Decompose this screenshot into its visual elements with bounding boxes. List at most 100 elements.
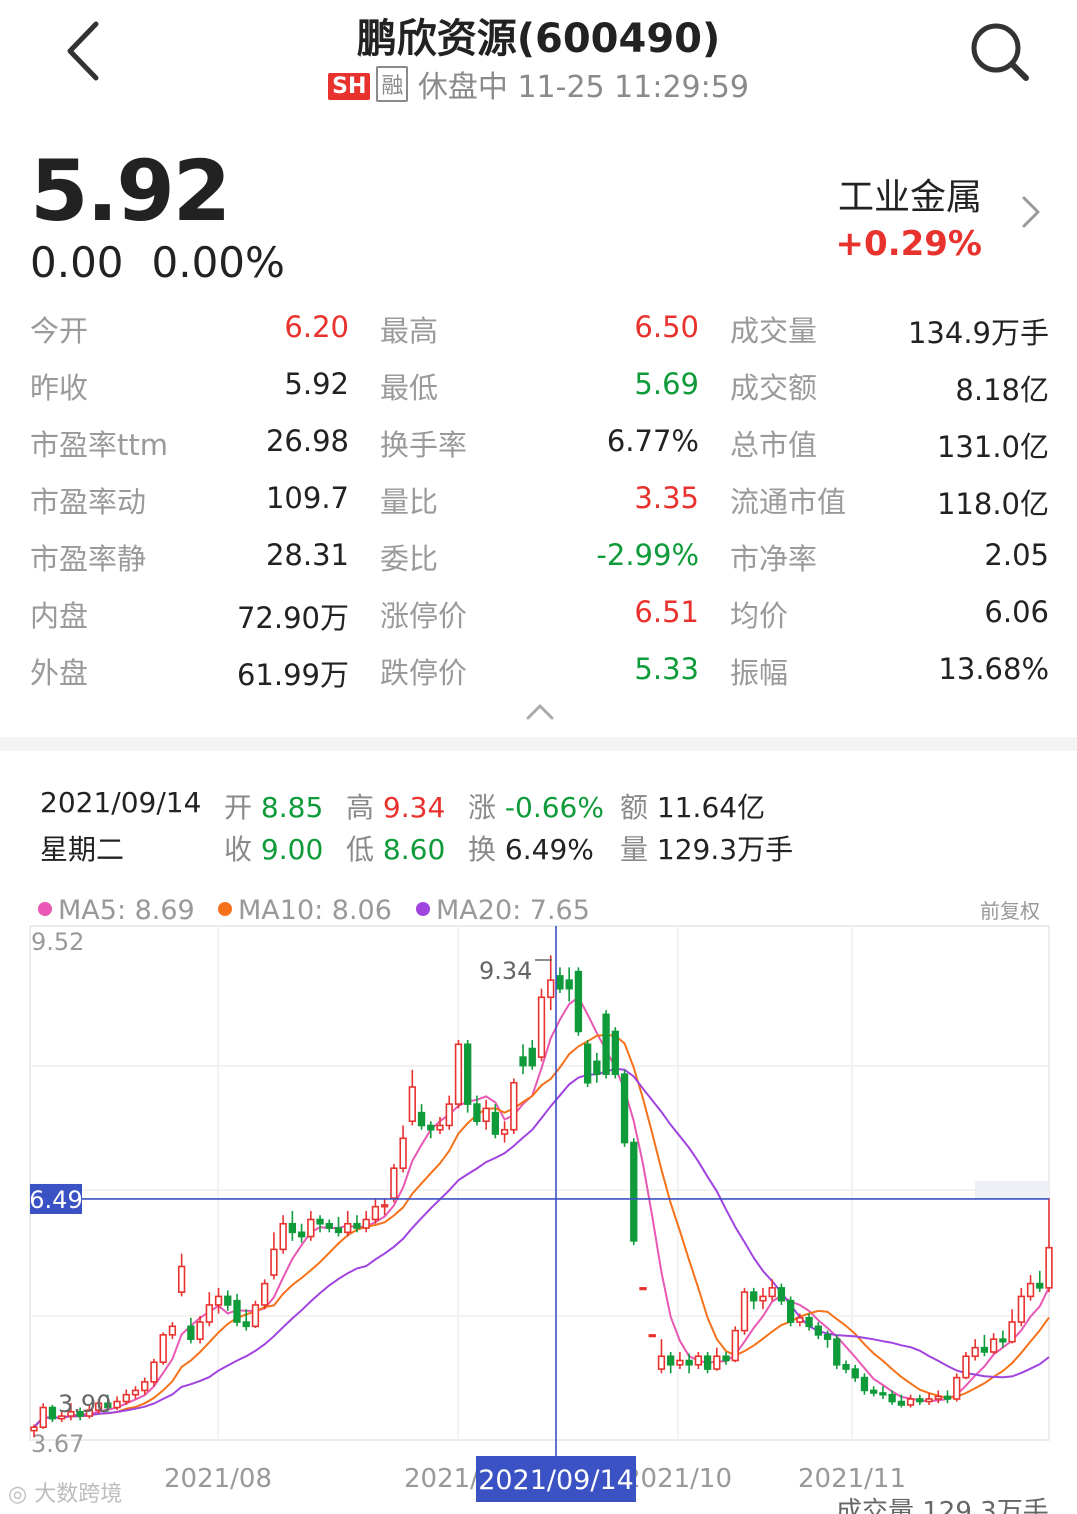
stat-value: 5.69 <box>634 367 699 401</box>
stat-label: 今开 <box>30 314 89 348</box>
candle-body <box>334 1227 343 1234</box>
candle-body <box>436 1124 444 1131</box>
candle-body <box>325 1222 333 1229</box>
legend-dot <box>416 902 430 916</box>
candle-body <box>750 1291 758 1302</box>
stat-value: -2.99% <box>596 538 699 572</box>
candle-body <box>427 1124 435 1131</box>
candle-body <box>353 1222 361 1229</box>
candle-body <box>657 1355 666 1370</box>
watermark: ◎ 大数跨境 <box>8 1482 123 1507</box>
x-tick-label: 2021/08 <box>164 1464 272 1494</box>
stat-value: 5.33 <box>634 652 699 686</box>
legend-dot <box>218 902 232 916</box>
candle-body <box>565 979 573 990</box>
candle-body <box>279 1222 287 1251</box>
stat-label: 委比 <box>380 542 439 576</box>
crosshair-price-box <box>30 1183 82 1214</box>
candle-body <box>833 1338 841 1366</box>
kline-weekday: 星期二 <box>40 833 125 866</box>
candle-body <box>971 1346 979 1358</box>
candle-body <box>860 1376 869 1392</box>
candle-body <box>777 1287 786 1302</box>
candle-body <box>805 1316 813 1328</box>
kline-turnover: 换 6.49% <box>468 833 594 866</box>
candle-body <box>999 1338 1007 1343</box>
candle-body <box>316 1218 324 1225</box>
section-divider <box>0 737 1077 751</box>
candle-body <box>989 1338 998 1353</box>
crosshair-shade <box>975 1180 1049 1199</box>
candle-body <box>667 1355 675 1366</box>
kline-chart[interactable]: MA5: 8.69 MA10: 8.06 MA20: 7.65 前复权 9.52 3.67… <box>0 890 1077 1514</box>
candle-body <box>307 1218 315 1238</box>
kline-close: 收 9.00 <box>224 833 324 866</box>
stat-value: 72.90万 <box>236 601 349 635</box>
crosshair-date-box <box>476 1456 636 1502</box>
candle-body <box>639 1287 647 1291</box>
candle-body <box>528 1047 536 1067</box>
candle-body <box>703 1355 712 1370</box>
ma10-line <box>33 1033 1050 1428</box>
candle-body <box>48 1406 57 1420</box>
stat-label: 外盘 <box>30 656 89 690</box>
candle-body <box>464 1043 472 1105</box>
sector-link[interactable]: 工业金属 +0.29% <box>836 168 982 264</box>
candle-body <box>261 1282 269 1306</box>
stat-label: 内盘 <box>30 599 89 633</box>
candle-body <box>67 1410 75 1417</box>
candle-body <box>925 1398 933 1403</box>
legend-label: MA10: 8.06 <box>238 895 392 926</box>
candle-body <box>224 1295 232 1306</box>
sector-change: +0.29% <box>835 224 982 264</box>
candle-body <box>362 1218 370 1229</box>
candle-body <box>740 1291 749 1332</box>
ma20-line <box>33 1067 1050 1428</box>
trading-status: 休盘中 11-25 11:29:59 <box>417 70 749 105</box>
candle-body <box>630 1141 638 1242</box>
stat-value: 61.99万 <box>236 658 349 692</box>
candle-body <box>473 1103 481 1122</box>
candle-body <box>556 975 564 990</box>
crosshair-date-label: 2021/09/14 <box>478 1465 634 1496</box>
legend-dot <box>38 902 52 916</box>
candle-body <box>104 1402 112 1409</box>
candle-body <box>602 1013 610 1075</box>
candle-body <box>408 1086 416 1122</box>
candle-body <box>214 1295 223 1306</box>
stat-value: 13.68% <box>938 652 1049 686</box>
candle-body <box>150 1361 158 1383</box>
stat-label: 量比 <box>380 485 439 519</box>
stat-value: 6.77% <box>606 424 699 458</box>
candle-body <box>297 1231 306 1238</box>
candle-body <box>934 1395 942 1400</box>
stat-label: 流通市值 <box>730 485 847 519</box>
candle-body <box>685 1359 693 1366</box>
stat-label: 涨停价 <box>380 599 468 633</box>
stat-label: 市净率 <box>730 542 818 576</box>
stat-value: 26.98 <box>265 424 349 458</box>
candle-body <box>399 1137 407 1170</box>
candle-body <box>611 1030 619 1075</box>
candle-body <box>1017 1295 1025 1323</box>
top-bar: 鹏欣资源(600490) SH 融 休盘中 11-25 11:29:59 <box>0 0 1077 120</box>
candle-body <box>814 1325 822 1336</box>
chevron-right-icon[interactable] <box>1016 192 1046 232</box>
candle-body <box>270 1248 278 1276</box>
legend-label: MA20: 7.65 <box>436 895 590 926</box>
y-tick-label: 3.67 <box>31 1430 84 1458</box>
back-arrow-icon[interactable] <box>50 16 120 86</box>
candle-body <box>500 1128 509 1135</box>
stat-label: 市盈率静 <box>30 542 147 576</box>
candle-body <box>233 1299 241 1323</box>
adjust-label: 前复权 <box>980 899 1040 923</box>
stat-label: 振幅 <box>730 656 789 690</box>
search-icon[interactable] <box>962 14 1036 88</box>
candle-body <box>76 1410 84 1417</box>
candles <box>30 955 1053 1438</box>
stock-title: 鹏欣资源(600490) <box>356 16 721 62</box>
chevron-up-icon[interactable] <box>524 700 556 722</box>
market-status-line: SH 融 休盘中 11-25 11:29:59 <box>0 62 1077 106</box>
candle-body <box>390 1167 398 1199</box>
candle-body <box>713 1355 721 1370</box>
